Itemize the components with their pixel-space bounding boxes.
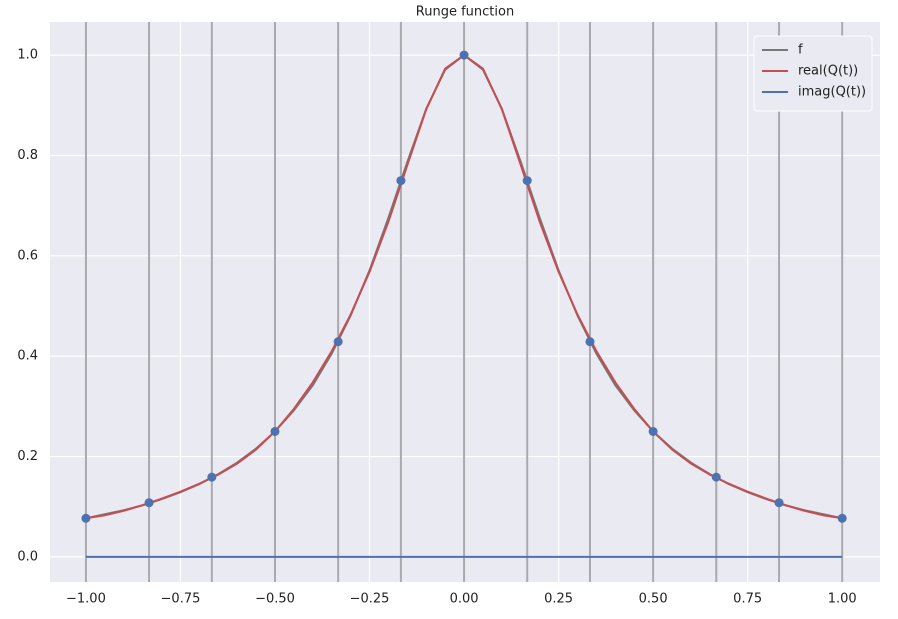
- legend: f real(Q(t)) imag(Q(t)): [753, 35, 873, 112]
- node-point: [144, 498, 154, 508]
- x-tick-label: 1.00: [828, 592, 857, 607]
- legend-label: imag(Q(t)): [798, 85, 866, 100]
- node-point: [522, 176, 532, 186]
- y-tick-label: 0.4: [17, 349, 38, 364]
- chart-title: Runge function: [416, 5, 514, 20]
- x-tick-label: 0.00: [450, 592, 479, 607]
- y-tick-label: 0.6: [17, 248, 38, 263]
- legend-label: real(Q(t)): [798, 64, 858, 79]
- node-point: [774, 498, 784, 508]
- y-tick-label: 0.8: [17, 148, 38, 163]
- node-point: [207, 472, 217, 482]
- node-point: [270, 426, 280, 436]
- x-tick-label: −0.50: [255, 592, 295, 607]
- x-tick-label: 0.75: [733, 592, 762, 607]
- node-point: [459, 50, 469, 60]
- y-tick-label: 0.0: [17, 549, 38, 564]
- x-tick-label: 0.50: [639, 592, 668, 607]
- x-tick-label: 0.25: [544, 592, 573, 607]
- x-tick-label: −0.75: [161, 592, 201, 607]
- x-tick-label: −1.00: [66, 592, 106, 607]
- node-point: [837, 513, 847, 523]
- node-point: [333, 337, 343, 347]
- x-tick-label: −0.25: [350, 592, 390, 607]
- node-point: [648, 426, 658, 436]
- y-tick-label: 0.2: [17, 449, 38, 464]
- node-point: [396, 176, 406, 186]
- node-point: [81, 513, 91, 523]
- node-point: [585, 337, 595, 347]
- legend-label: f: [798, 43, 803, 58]
- node-point: [711, 472, 721, 482]
- y-tick-label: 1.0: [17, 48, 38, 63]
